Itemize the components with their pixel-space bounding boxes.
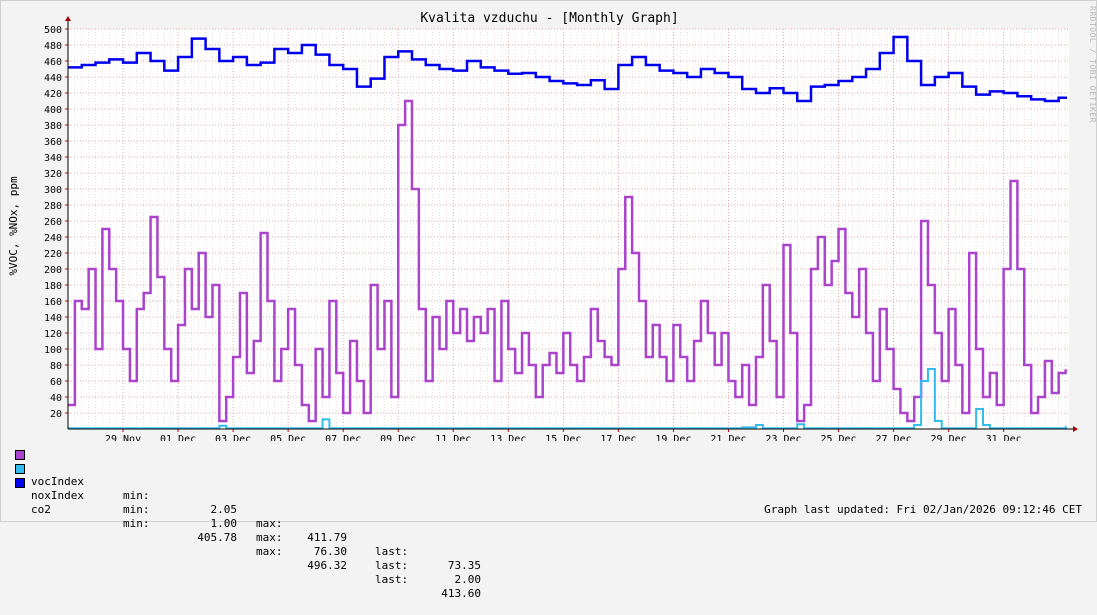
legend-series-name: co2 (31, 503, 51, 516)
plot-background (68, 29, 1069, 429)
legend: vocIndex min: 2.05 max: 411.79 last: 73.… (15, 447, 481, 600)
rrdtool-watermark: RRDTOOL / TOBI OETIKER (1088, 6, 1097, 123)
y-tick-label: 180 (44, 281, 62, 292)
x-tick-label: 09 Dec (380, 434, 416, 441)
legend-max-value: 411.79 (307, 531, 347, 544)
x-tick-label: 29 Nov (105, 434, 141, 441)
series-line-co2 (68, 35, 1067, 103)
chart-plot: 20 40 60 80 100 120 140 160 180 200 220 240 260 280 30… (44, 16, 1078, 441)
series-layer (68, 35, 1067, 430)
y-tick-label: 200 (44, 265, 62, 276)
y-tick-label: 400 (44, 105, 62, 116)
legend-max-value: 76.30 (313, 545, 347, 558)
y-tick-label: 500 (44, 25, 62, 36)
legend-last-value: 413.60 (441, 587, 481, 600)
series-line-noxIndex (68, 368, 1067, 430)
y-tick-label: 480 (44, 41, 62, 52)
y-tick-label: 260 (44, 217, 62, 228)
y-tick-labels: 20 40 60 80 100 120 140 160 180 200 220 240 260 280 30… (44, 25, 62, 420)
chart-title: Kvalita vzduchu - [Monthly Graph] (420, 11, 679, 26)
legend-row-co2: co2 min: 405.78 max: 496.32 last: 413.60 (15, 475, 481, 600)
legend-min-label: min: (123, 517, 150, 530)
series-line-vocIndex (68, 99, 1067, 423)
legend-min-label: min: (123, 503, 150, 516)
x-tick-label: 15 Dec (545, 434, 581, 441)
x-tick-label: 25 Dec (820, 434, 856, 441)
legend-swatch-co2 (15, 478, 25, 488)
y-tick-label: 360 (44, 137, 62, 148)
y-tick-label: 80 (50, 361, 62, 372)
y-tick-label: 380 (44, 121, 62, 132)
x-tick-label: 23 Dec (765, 434, 801, 441)
y-tick-label: 220 (44, 249, 62, 260)
x-tick-label: 11 Dec (435, 434, 471, 441)
x-tick-label: 07 Dec (325, 434, 361, 441)
legend-last-label: last: (375, 559, 409, 572)
legend-swatch-noxIndex (15, 464, 25, 474)
y-tick-label: 140 (44, 313, 62, 324)
legend-last-value: 73.35 (447, 559, 481, 572)
legend-swatch-vocIndex (15, 450, 25, 460)
last-updated-footer: Graph last updated: Fri 02/Jan/2026 09:1… (764, 503, 1082, 516)
y-tick-label: 280 (44, 201, 62, 212)
legend-series-name: vocIndex (31, 475, 84, 488)
legend-series-name: noxIndex (31, 489, 84, 502)
y-tick-label: 460 (44, 57, 62, 68)
legend-last-label: last: (375, 573, 409, 586)
legend-min-label: min: (123, 489, 150, 502)
y-tick-label: 300 (44, 185, 62, 196)
legend-min-value: 1.00 (210, 517, 238, 530)
y-tick-label: 40 (50, 393, 62, 404)
x-tick-label: 05 Dec (270, 434, 306, 441)
legend-max-label: max: (256, 517, 283, 530)
legend-last-value: 2.00 (454, 573, 482, 586)
y-tick-label: 320 (44, 169, 62, 180)
legend-min-value: 2.05 (210, 503, 238, 516)
y-tick-label: 160 (44, 297, 62, 308)
legend-last-label: last: (375, 545, 409, 558)
x-tick-label: 13 Dec (490, 434, 526, 441)
x-axis-arrow (1073, 426, 1078, 432)
x-tick-label: 03 Dec (215, 434, 251, 441)
y-axis-arrow (65, 16, 71, 21)
legend-max-label: max: (256, 531, 283, 544)
x-tick-label: 29 Dec (931, 434, 967, 441)
x-tick-label: 01 Dec (160, 434, 196, 441)
x-tick-label: 21 Dec (710, 434, 746, 441)
legend-row-vocIndex: vocIndex min: 2.05 max: 411.79 last: 73.… (15, 447, 481, 572)
y-tick-label: 100 (44, 345, 62, 356)
x-tick-label: 31 Dec (986, 434, 1022, 441)
legend-max-label: max: (256, 545, 283, 558)
x-tick-labels: 29 Nov 01 Dec 03 Dec 05 Dec 07 Dec 09 Dec 11 D… (105, 434, 1022, 441)
y-tick-label: 420 (44, 89, 62, 100)
legend-min-value: 405.78 (197, 531, 237, 544)
y-tick-label: 120 (44, 329, 62, 340)
y-tick-label: 240 (44, 233, 62, 244)
y-tick-label: 20 (50, 409, 62, 420)
y-tick-label: 440 (44, 73, 62, 84)
x-tick-label: 17 Dec (600, 434, 636, 441)
x-tick-label: 27 Dec (876, 434, 912, 441)
legend-row-noxIndex: noxIndex min: 1.00 max: 76.30 last: 2.00 (15, 461, 481, 586)
graph-frame: Kvalita vzduchu - [Monthly Graph] %VOC, … (0, 0, 1097, 600)
axes (65, 16, 1078, 432)
legend-max-value: 496.32 (307, 559, 347, 572)
y-tick-label: 340 (44, 153, 62, 164)
y-tick-label: 60 (50, 377, 62, 388)
x-tick-label: 19 Dec (655, 434, 691, 441)
